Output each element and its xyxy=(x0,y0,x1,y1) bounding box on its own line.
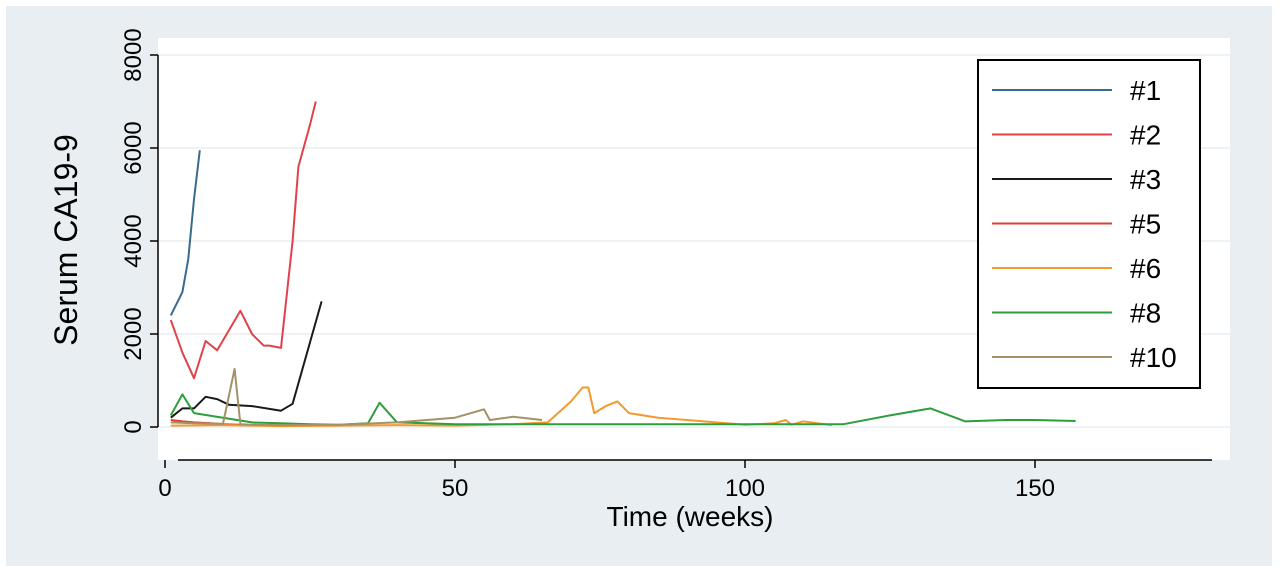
y-tick-label: 8000 xyxy=(120,28,147,81)
y-axis-label: Serum CA19-9 xyxy=(48,134,84,346)
legend-label-2: #2 xyxy=(1130,120,1161,151)
legend-label-5: #6 xyxy=(1130,253,1161,284)
legend: #1 #2 #3 #5 #6 #8 #10 xyxy=(977,59,1201,389)
legend-label-7: #10 xyxy=(1130,342,1177,373)
x-axis-label: Time (weeks) xyxy=(607,501,774,532)
y-tick-label: 0 xyxy=(120,420,147,433)
y-tick-label: 4000 xyxy=(120,214,147,267)
legend-label-3: #3 xyxy=(1130,164,1161,195)
x-tick-label: 150 xyxy=(1015,475,1055,502)
legend-label-6: #8 xyxy=(1130,298,1161,329)
x-tick-label: 100 xyxy=(725,475,765,502)
x-tick-label: 50 xyxy=(442,475,469,502)
series-lines xyxy=(169,101,1076,428)
series-line-3 xyxy=(170,301,323,419)
series-line-6 xyxy=(169,393,1076,426)
legend-label-4: #5 xyxy=(1130,209,1161,240)
series-line-7 xyxy=(170,367,543,427)
series-line-1 xyxy=(169,150,201,316)
y-tick-label: 2000 xyxy=(120,307,147,360)
ticks: 0 50 100 150 0 2000 4000 6000 8000 xyxy=(120,28,1055,502)
series-line-2 xyxy=(169,101,317,380)
x-tick-label: 0 xyxy=(158,475,171,502)
series-line-5 xyxy=(170,386,833,428)
legend-label-1: #1 xyxy=(1130,75,1161,106)
y-tick-label: 6000 xyxy=(120,121,147,174)
